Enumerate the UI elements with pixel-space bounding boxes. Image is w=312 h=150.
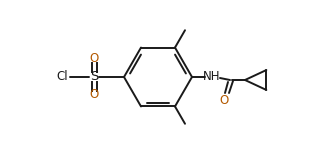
Text: S: S bbox=[90, 70, 98, 84]
Text: O: O bbox=[89, 88, 99, 102]
Text: O: O bbox=[219, 94, 229, 108]
Text: NH: NH bbox=[203, 70, 221, 84]
Text: O: O bbox=[89, 52, 99, 66]
Text: Cl: Cl bbox=[56, 70, 68, 84]
